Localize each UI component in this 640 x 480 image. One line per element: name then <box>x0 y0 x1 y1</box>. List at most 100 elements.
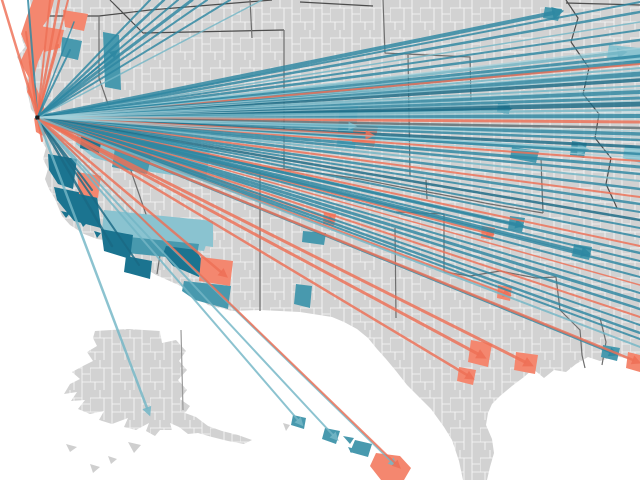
state-border <box>299 1 374 7</box>
hawaii-island[interactable] <box>343 436 354 444</box>
county-highlight[interactable] <box>54 187 101 228</box>
flow-line[interactable] <box>36 116 640 138</box>
flow-line[interactable] <box>36 116 640 152</box>
county-highlight[interactable] <box>63 10 88 31</box>
flow-line[interactable] <box>36 10 640 119</box>
flow-arrowhead[interactable] <box>217 268 228 278</box>
flow-line[interactable] <box>36 116 640 255</box>
flow-arrowhead[interactable] <box>475 349 487 359</box>
hawaii-island[interactable] <box>370 453 411 480</box>
flow-line[interactable] <box>36 21 640 119</box>
county-highlight[interactable] <box>102 210 213 247</box>
channel-island <box>94 231 101 238</box>
flow-line[interactable] <box>36 0 61 119</box>
flow-line[interactable] <box>36 54 113 119</box>
state-border <box>180 329 184 411</box>
flow-line[interactable] <box>36 116 640 159</box>
flow-line[interactable] <box>36 116 480 356</box>
flow-line[interactable] <box>36 116 640 348</box>
flow-line[interactable] <box>36 0 151 119</box>
county-highlight[interactable] <box>182 281 231 309</box>
flow-line[interactable] <box>36 116 640 326</box>
alaska-island <box>128 442 141 453</box>
county-highlight[interactable] <box>294 284 312 308</box>
flow-arrowhead[interactable] <box>630 355 640 365</box>
flow-line[interactable] <box>36 116 640 206</box>
flow-line[interactable] <box>36 116 149 410</box>
flow-line[interactable] <box>36 38 640 119</box>
flow-line[interactable] <box>36 116 640 229</box>
flow-line[interactable] <box>36 116 640 222</box>
flow-arrowhead[interactable] <box>294 416 304 427</box>
county-highlight[interactable] <box>124 256 152 279</box>
alaska-island <box>108 456 117 464</box>
flow-line[interactable] <box>36 0 166 119</box>
flow-line[interactable] <box>36 49 71 119</box>
flow-arrowhead[interactable] <box>142 405 152 417</box>
flow-line[interactable] <box>36 116 640 271</box>
flow-line[interactable] <box>36 116 140 266</box>
flow-arrowhead[interactable] <box>329 431 339 441</box>
flow-line[interactable] <box>36 116 640 278</box>
origin-marker[interactable] <box>35 115 40 120</box>
flow-line[interactable] <box>36 116 640 318</box>
flow-line[interactable] <box>36 88 640 119</box>
flow-line[interactable] <box>36 21 75 119</box>
flow-line[interactable] <box>35 11 555 120</box>
flow-line[interactable] <box>36 116 299 421</box>
flow-line[interactable] <box>36 116 640 176</box>
flow-line[interactable] <box>36 116 93 191</box>
state-border <box>394 227 397 319</box>
flow-line[interactable] <box>36 116 527 364</box>
flow-line[interactable] <box>36 116 640 340</box>
hawaii-island[interactable] <box>350 440 372 457</box>
flow-line[interactable] <box>36 94 640 119</box>
flow-line[interactable] <box>36 76 640 119</box>
alaska <box>64 329 252 444</box>
flow-line[interactable] <box>36 116 640 182</box>
flow-line[interactable] <box>36 116 396 464</box>
flow-line[interactable] <box>36 116 640 120</box>
flow-line[interactable] <box>36 116 635 362</box>
flow-line[interactable] <box>36 0 51 119</box>
state-border <box>109 0 285 34</box>
flow-arrowhead[interactable] <box>577 142 590 156</box>
flow-arrowhead[interactable] <box>464 370 475 380</box>
alaska-island <box>90 464 100 473</box>
flow-line[interactable] <box>36 116 640 286</box>
hawaii-island[interactable] <box>283 423 290 431</box>
flow-line[interactable] <box>0 0 39 119</box>
flow-line[interactable] <box>36 116 469 377</box>
flow-arrowhead[interactable] <box>551 7 565 20</box>
flow-line[interactable] <box>36 116 223 274</box>
flow-arrowhead[interactable] <box>108 49 119 59</box>
flow-line[interactable] <box>36 116 640 213</box>
flow-line[interactable] <box>25 31 39 119</box>
flow-line[interactable] <box>36 0 208 119</box>
flow-line[interactable] <box>36 70 640 119</box>
flow-arrowhead[interactable] <box>365 130 375 140</box>
flow-line[interactable] <box>36 0 194 119</box>
flow-line[interactable] <box>36 44 59 119</box>
flow-line[interactable] <box>36 0 231 119</box>
state-border <box>555 276 586 369</box>
flow-line[interactable] <box>36 116 640 262</box>
flow-arrowhead[interactable] <box>522 357 534 367</box>
flow-line[interactable] <box>36 116 114 248</box>
flow-line[interactable] <box>36 116 640 191</box>
flow-line[interactable] <box>36 58 640 119</box>
flow-line[interactable] <box>36 116 640 311</box>
flow-line[interactable] <box>36 116 640 238</box>
flow-arrowhead[interactable] <box>391 459 401 469</box>
flow-line[interactable] <box>36 29 640 119</box>
flow-line[interactable] <box>36 116 640 132</box>
flow-line[interactable] <box>36 0 263 119</box>
county-highlight[interactable] <box>101 229 133 259</box>
flow-line[interactable] <box>36 116 334 436</box>
flow-line[interactable] <box>36 112 640 119</box>
flow-lines-layer <box>0 0 640 469</box>
flow-line[interactable] <box>36 116 640 303</box>
flow-line[interactable] <box>36 100 640 119</box>
county-highlight[interactable] <box>199 257 233 286</box>
